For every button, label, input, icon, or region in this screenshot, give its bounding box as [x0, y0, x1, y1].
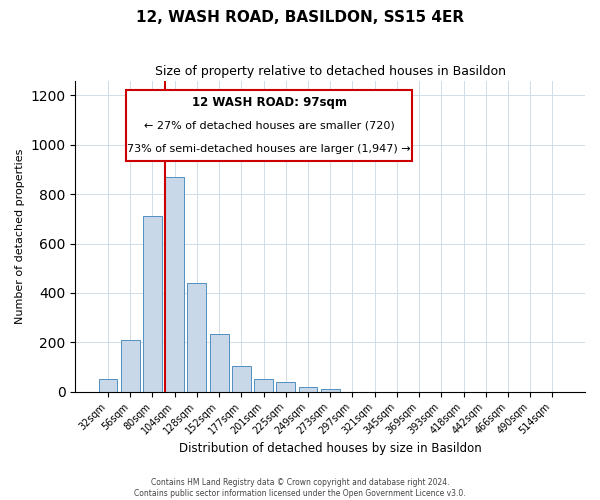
- FancyBboxPatch shape: [127, 90, 412, 162]
- Bar: [165, 177, 184, 392]
- Text: Contains HM Land Registry data © Crown copyright and database right 2024.
Contai: Contains HM Land Registry data © Crown c…: [134, 478, 466, 498]
- Bar: [98, 380, 118, 392]
- Text: ← 27% of detached houses are smaller (720): ← 27% of detached houses are smaller (72…: [143, 120, 394, 130]
- Bar: [121, 340, 140, 392]
- Text: 12, WASH ROAD, BASILDON, SS15 4ER: 12, WASH ROAD, BASILDON, SS15 4ER: [136, 10, 464, 25]
- Bar: [299, 387, 317, 392]
- Bar: [143, 216, 162, 392]
- Bar: [187, 283, 206, 392]
- Bar: [232, 366, 251, 392]
- Y-axis label: Number of detached properties: Number of detached properties: [15, 148, 25, 324]
- X-axis label: Distribution of detached houses by size in Basildon: Distribution of detached houses by size …: [179, 442, 482, 455]
- Bar: [277, 382, 295, 392]
- Text: 12 WASH ROAD: 97sqm: 12 WASH ROAD: 97sqm: [191, 96, 347, 110]
- Bar: [254, 380, 273, 392]
- Title: Size of property relative to detached houses in Basildon: Size of property relative to detached ho…: [155, 65, 506, 78]
- Bar: [321, 390, 340, 392]
- Bar: [209, 334, 229, 392]
- Text: 73% of semi-detached houses are larger (1,947) →: 73% of semi-detached houses are larger (…: [127, 144, 411, 154]
